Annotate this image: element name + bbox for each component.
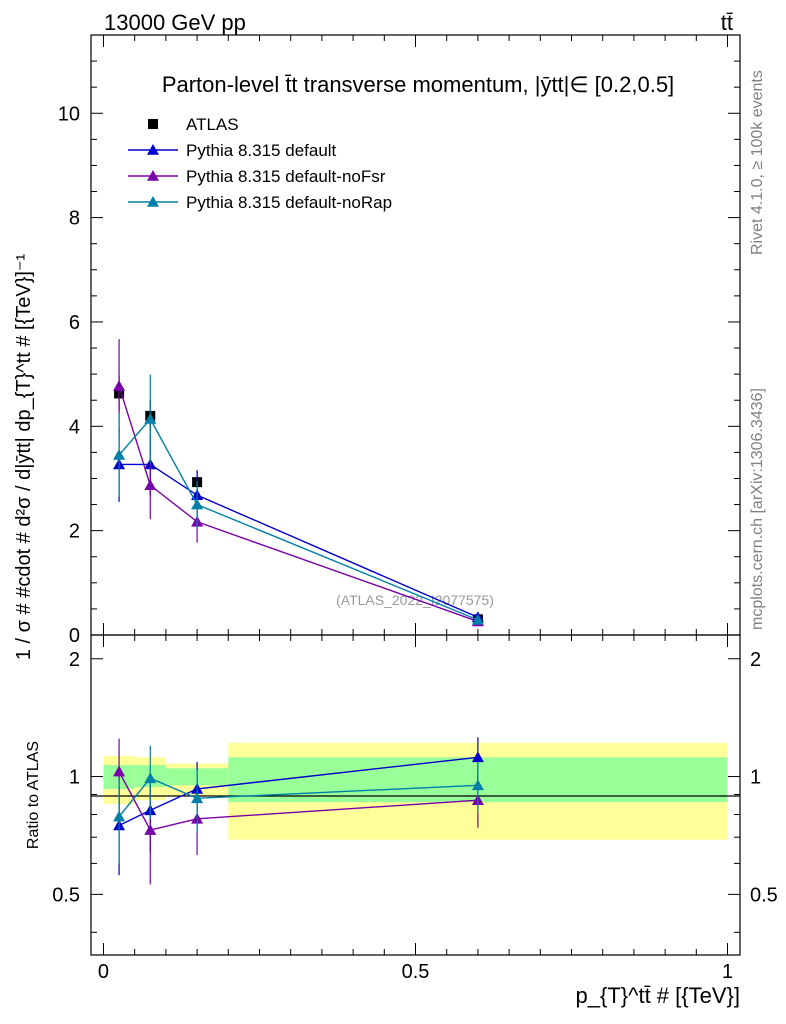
ratio-y-tick-label-right: 2	[750, 649, 761, 671]
data-point-pythia-8-315-default-nofsr	[113, 380, 126, 391]
legend-label-pythia-8-315-default-nofsr: Pythia 8.315 default-noFsr	[186, 167, 386, 186]
legend-marker-pythia-8-315-default-nofsr	[147, 170, 159, 181]
legend-marker-atlas	[148, 119, 158, 129]
series-line-pythia-8-315-default	[119, 463, 479, 618]
data-point-pythia-8-315-default-norap	[144, 413, 157, 424]
data-point-pythia-8-315-default-norap	[113, 449, 126, 460]
y-tick-label: 0	[69, 625, 80, 647]
series-line-pythia-8-315-default-norap	[118, 417, 479, 621]
series-line-pythia-8-315-default-nofsr	[118, 385, 479, 623]
ratio-point-pythia-8-315-default-nofsr	[113, 765, 126, 777]
ratio-y-tick-label: 0.5	[52, 884, 80, 906]
ratio-line-pythia-8-315-default	[118, 756, 478, 827]
y-tick-label: 10	[58, 103, 80, 125]
legend-label-atlas: ATLAS	[186, 115, 239, 134]
ratio-point-pythia-8-315-default-norap	[191, 792, 204, 804]
ratio-y-tick-label: 2	[69, 649, 80, 671]
legend-marker-pythia-8-315-default-norap	[147, 196, 159, 207]
ratio-point-pythia-8-315-default-norap	[471, 779, 484, 791]
data-point-pythia-8-315-default-nofsr	[144, 479, 157, 491]
x-tick-label: 0.5	[402, 961, 430, 983]
rivet-version-label: Rivet 4.1.0, ≥ 100k events	[749, 70, 766, 255]
watermark-label: (ATLAS_2022_I2077575)	[336, 592, 494, 608]
ratio-point-pythia-8-315-default-norap	[144, 772, 157, 784]
ratio-y-tick-label-right: 1	[750, 767, 761, 789]
x-tick-label: 1	[722, 961, 733, 983]
ratio-point-pythia-8-315-default	[471, 751, 484, 763]
energy-label: 13000 GeV pp	[104, 10, 246, 35]
main-y-axis-label: 1 / σ # #cdot # d²σ / d|ȳtt| dp_{T}^tt …	[13, 253, 35, 660]
x-axis-label: p_{T}^tt̄ # [{TeV}]	[576, 983, 740, 1008]
ratio-line-pythia-8-315-default-nofsr	[118, 771, 478, 831]
ratio-point-pythia-8-315-default-norap	[113, 810, 126, 822]
y-tick-label: 4	[69, 416, 80, 438]
ratio-line-pythia-8-315-default-norap	[118, 777, 478, 818]
data-point-pythia-8-315-default-norap	[191, 498, 204, 510]
ratio-y-axis-label: Ratio to ATLAS	[25, 741, 42, 849]
legend-label-pythia-8-315-default: Pythia 8.315 default	[186, 141, 337, 160]
ratio-panel: 0.5 0.5 1 1 2 2 0 0.5 1 Ratio to ATLAS p_{T}^tt̄…	[25, 634, 778, 1008]
y-tick-label: 6	[69, 312, 80, 334]
x-tick-label: 0	[98, 961, 109, 983]
legend-label-pythia-8-315-default-norap: Pythia 8.315 default-noRap	[186, 193, 392, 212]
ratio-point-pythia-8-315-default-nofsr	[144, 824, 157, 835]
ratio-y-tick-label: 1	[69, 767, 80, 789]
process-label: tt̄	[721, 10, 733, 35]
y-tick-label: 8	[69, 208, 80, 230]
mcplots-label: mcplots.cern.ch [arXiv:1306.3436]	[749, 388, 766, 630]
main-panel: Parton-level t̄t transverse momentum, |y…	[13, 34, 741, 660]
y-tick-label: 2	[69, 521, 80, 543]
data-point-pythia-8-315-default-norap	[471, 613, 484, 625]
main-title: Parton-level t̄t transverse momentum, |y…	[162, 72, 674, 97]
ratio-y-tick-label-right: 0.5	[750, 884, 778, 906]
legend-marker-pythia-8-315-default	[147, 144, 159, 155]
legend: ATLAS Pythia 8.315 default Pythia 8.315 de…	[128, 115, 392, 212]
